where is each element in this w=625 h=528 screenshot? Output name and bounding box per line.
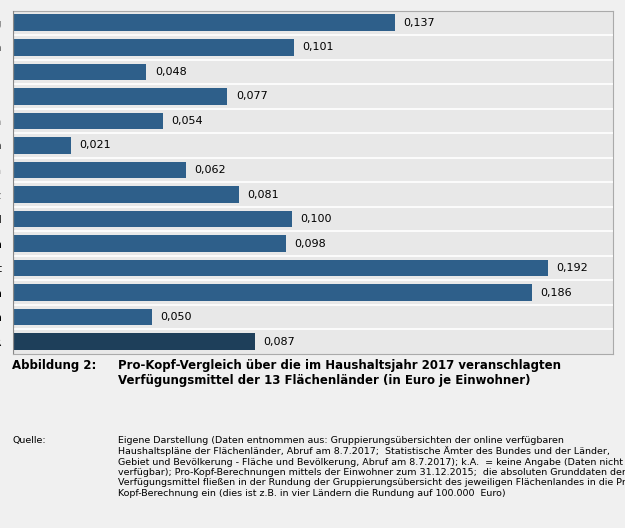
Bar: [12, 39, 294, 55]
Bar: [12, 162, 186, 178]
Text: 0,050: 0,050: [161, 312, 192, 322]
Bar: [12, 14, 395, 31]
Bar: [12, 137, 71, 154]
Text: Quelle:: Quelle:: [12, 436, 46, 445]
Text: Pro-Kopf-Vergleich über die im Haushaltsjahr 2017 veranschlagten
Verfügungsmitte: Pro-Kopf-Vergleich über die im Haushalts…: [118, 359, 561, 387]
Bar: [12, 63, 146, 80]
Text: Abbildung 2:: Abbildung 2:: [12, 359, 97, 372]
Text: 0,081: 0,081: [247, 190, 279, 200]
Text: 0,021: 0,021: [79, 140, 111, 150]
Bar: [12, 260, 548, 277]
Text: 0,100: 0,100: [300, 214, 331, 224]
Text: 0,077: 0,077: [236, 91, 268, 101]
Bar: [12, 186, 239, 203]
Bar: [12, 112, 163, 129]
Text: 0,062: 0,062: [194, 165, 226, 175]
Bar: [12, 211, 292, 228]
Bar: [12, 88, 227, 105]
Text: 0,087: 0,087: [264, 337, 296, 347]
Text: 0,101: 0,101: [302, 42, 334, 52]
Text: 0,098: 0,098: [294, 239, 326, 249]
Text: Eigene Darstellung (Daten entnommen aus: Gruppierungsübersichten der online verf: Eigene Darstellung (Daten entnommen aus:…: [118, 436, 625, 498]
Text: 0,192: 0,192: [557, 263, 588, 273]
Bar: [12, 333, 255, 350]
Text: 0,048: 0,048: [155, 67, 187, 77]
Text: 0,054: 0,054: [172, 116, 203, 126]
Text: 0,137: 0,137: [403, 18, 435, 28]
Bar: [12, 235, 286, 252]
Bar: [12, 284, 532, 301]
Text: 0,186: 0,186: [540, 288, 572, 298]
Bar: [12, 309, 152, 325]
